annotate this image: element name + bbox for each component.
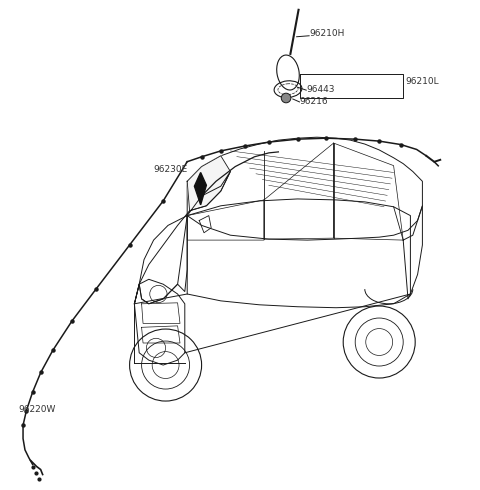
Text: 96210H: 96210H	[310, 29, 345, 38]
Polygon shape	[134, 172, 230, 304]
Polygon shape	[187, 137, 422, 240]
Polygon shape	[139, 216, 187, 304]
Text: 96216: 96216	[300, 98, 328, 106]
Text: 96443: 96443	[306, 85, 335, 94]
Text: 96230E: 96230E	[154, 163, 188, 174]
Text: 96210L: 96210L	[406, 77, 439, 86]
Polygon shape	[134, 279, 185, 365]
Circle shape	[281, 93, 291, 103]
Text: 96220W: 96220W	[18, 405, 56, 414]
Polygon shape	[194, 172, 206, 205]
Polygon shape	[403, 206, 422, 299]
Polygon shape	[187, 156, 230, 211]
Polygon shape	[187, 199, 410, 308]
